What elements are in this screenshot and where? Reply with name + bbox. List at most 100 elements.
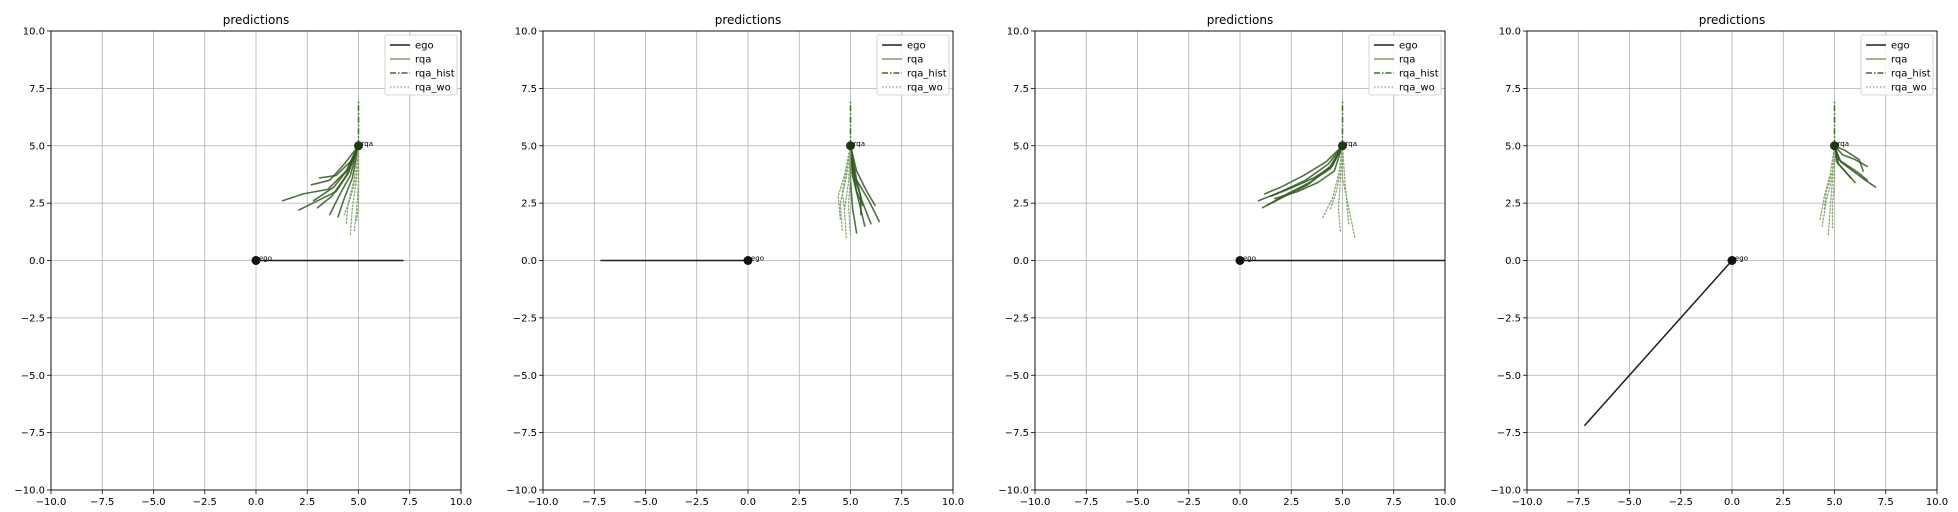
x-tick-label: −10.0 [1512, 497, 1543, 508]
y-tick-label: −5.0 [513, 371, 537, 382]
series-rqa-path [1833, 145, 1864, 172]
y-tick-label: −7.5 [1005, 428, 1029, 439]
legend-label-rqa: rqa [415, 55, 431, 66]
plot-area [1240, 99, 1445, 262]
series-rqa-path [1833, 145, 1852, 179]
series-ego-line [1583, 260, 1733, 427]
legend: ego rqa rqa_hist rqa_wo [384, 34, 458, 96]
y-tick-label: 10.0 [1499, 27, 1521, 38]
series-rqa-path [329, 145, 360, 216]
series-rqa_wo-path [1321, 145, 1344, 220]
subplot-1: −10.0 −7.5 −5.0 −2.5 0.0 2.5 5.0 7.5 10.0 −10.0 −7… [14, 13, 472, 508]
y-tick-label: −10.0 [506, 486, 537, 497]
y-tick-label: 10.0 [1007, 27, 1029, 38]
agent-ego-marker [1727, 256, 1737, 265]
x-tick-label: 7.5 [1878, 497, 1894, 508]
subplot-title: predictions [223, 13, 289, 27]
series-rqa_wo-path [843, 145, 852, 241]
legend-label-rqa: rqa [1891, 55, 1907, 66]
legend-label-rqa_hist: rqa_hist [415, 69, 455, 80]
y-tick-label: −10.0 [998, 486, 1029, 497]
x-tick-label: 0.0 [1724, 497, 1740, 508]
y-tick-label: 2.5 [1505, 199, 1521, 210]
series-rqa_wo-path [355, 145, 360, 223]
subplot-4: −10.0 −7.5 −5.0 −2.5 0.0 2.5 5.0 7.5 10.0 −10.0 −7… [1490, 13, 1948, 508]
y-tick-label: 0.0 [1505, 256, 1521, 267]
y-tick-label: 2.5 [1013, 199, 1029, 210]
legend-box [876, 34, 950, 96]
legend-label-ego: ego [907, 41, 926, 52]
x-tick-label: 10.0 [1926, 497, 1948, 508]
subplot-2: −10.0 −7.5 −5.0 −2.5 0.0 2.5 5.0 7.5 10.0 −10.0 −7… [506, 13, 964, 508]
y-tick-label: 2.5 [29, 199, 45, 210]
agent-ego-marker [251, 256, 261, 265]
x-tick-label: −7.5 [1566, 497, 1590, 508]
y-tick-label: −5.0 [21, 371, 45, 382]
y-tick-label: 2.5 [521, 199, 537, 210]
subplot-title: predictions [1207, 13, 1273, 27]
agent-rqa-marker [1338, 141, 1347, 151]
series-rqa-path [1263, 145, 1344, 195]
axes-frame [542, 30, 954, 491]
x-tick-label: −5.0 [633, 497, 657, 508]
plot-area [256, 99, 404, 262]
legend-label-rqa_wo: rqa_wo [907, 83, 943, 94]
series-rqa-path [1833, 145, 1869, 168]
x-tick-label: −10.0 [528, 497, 559, 508]
agent-rqa-marker [354, 141, 363, 151]
y-tick-label: −2.5 [1497, 313, 1521, 324]
x-tick-label: 7.5 [894, 497, 910, 508]
y-tick-label: −2.5 [513, 313, 537, 324]
y-tick-label: 0.0 [1013, 256, 1029, 267]
series-rqa-path [1270, 145, 1344, 197]
x-tick-label: −2.5 [1669, 497, 1693, 508]
series-rqa_wo-path [343, 145, 360, 216]
x-tick-label: 10.0 [942, 497, 964, 508]
y-tick-label: 7.5 [1013, 84, 1029, 95]
legend-label-rqa_wo: rqa_wo [1399, 83, 1435, 94]
legend-label-rqa_hist: rqa_hist [907, 69, 947, 80]
x-tick-label: 5.0 [351, 497, 367, 508]
axes-frame [1526, 30, 1938, 491]
legend-label-rqa_wo: rqa_wo [415, 83, 451, 94]
y-tick-label: 7.5 [521, 84, 537, 95]
x-tick-label: 5.0 [843, 497, 859, 508]
series-rqa_wo-path [841, 145, 852, 211]
legend: ego rqa rqa_hist rqa_wo [876, 34, 950, 96]
y-tick-label: −10.0 [1490, 486, 1521, 497]
y-tick-label: 0.0 [521, 256, 537, 267]
agent-rqa-marker [846, 141, 855, 151]
legend: ego rqa rqa_hist rqa_wo [1860, 34, 1934, 96]
x-tick-label: −2.5 [193, 497, 217, 508]
x-tick-label: 2.5 [1775, 497, 1791, 508]
series-rqa-path [849, 145, 876, 207]
agent-rqa-marker [1830, 141, 1839, 151]
x-tick-label: 0.0 [1232, 497, 1248, 508]
legend-label-rqa: rqa [907, 55, 923, 66]
series-rqa_wo-path [1329, 145, 1344, 211]
agent-rqa-label: rqa [1838, 140, 1850, 148]
x-tick-label: 0.0 [248, 497, 264, 508]
x-tick-label: 7.5 [402, 497, 418, 508]
series-rqa_wo-path [847, 145, 852, 236]
y-tick-label: −2.5 [1005, 313, 1029, 324]
series-rqa-path [310, 145, 360, 186]
legend-box [384, 34, 458, 96]
y-tick-label: 10.0 [515, 27, 537, 38]
x-tick-label: 2.5 [1283, 497, 1299, 508]
series-rqa_wo-path [1341, 145, 1350, 225]
agent-rqa-label: rqa [1346, 140, 1358, 148]
y-tick-label: 10.0 [23, 27, 45, 38]
agent-rqa-label: rqa [362, 140, 374, 148]
y-tick-label: 5.0 [1505, 141, 1521, 152]
x-tick-label: −2.5 [685, 497, 709, 508]
x-tick-label: −7.5 [582, 497, 606, 508]
y-tick-label: −5.0 [1005, 371, 1029, 382]
y-tick-label: 7.5 [1505, 84, 1521, 95]
x-tick-label: −5.0 [1617, 497, 1641, 508]
series-rqa-path [1833, 145, 1877, 188]
y-tick-label: 5.0 [521, 141, 537, 152]
axes-frame [50, 30, 462, 491]
subplot-3: −10.0 −7.5 −5.0 −2.5 0.0 2.5 5.0 7.5 10.0 −10.0 −7… [998, 13, 1456, 508]
